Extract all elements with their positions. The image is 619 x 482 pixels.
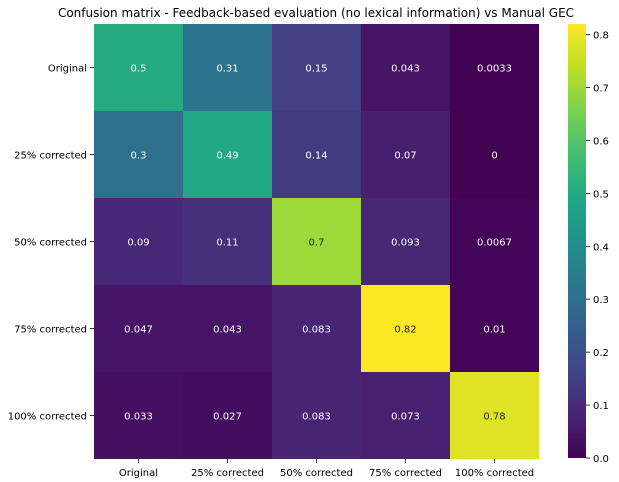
cell-value-label: 0.3	[131, 151, 147, 162]
cell-value-label: 0.82	[394, 325, 416, 336]
row-tick-label: 25% corrected	[14, 151, 87, 162]
column-tick-label: 50% corrected	[280, 468, 353, 479]
cell-value-label: 0.083	[302, 412, 331, 423]
colorbar-tick-label: 0.6	[593, 136, 609, 147]
cell-value-label: 0.31	[216, 64, 238, 75]
column-tick-label: 100% corrected	[455, 468, 534, 479]
cell-value-label: 0.043	[391, 64, 420, 75]
row-tick-labels: Original 25% corrected 50% corrected 75% co…	[8, 64, 94, 423]
cell-value-label: 0.01	[483, 325, 505, 336]
cell-value-label: 0.027	[213, 412, 242, 423]
row-tick-label: 100% corrected	[8, 412, 87, 423]
row-tick-label: Original	[48, 64, 87, 75]
cell-value-label: 0.15	[305, 64, 327, 75]
cell-value-label: 0.07	[394, 151, 416, 162]
column-tick-labels: Original 25% corrected 50% corrected 75% co…	[119, 459, 534, 479]
cell-value-label: 0	[491, 151, 497, 162]
cell-value-label: 0.49	[216, 151, 238, 162]
cell-value-label: 0.78	[483, 412, 505, 423]
cell-value-label: 0.047	[124, 325, 153, 336]
row-tick-label: 75% corrected	[14, 325, 87, 336]
colorbar-tick-label: 0.1	[593, 401, 609, 412]
column-tick-label: Original	[119, 468, 158, 479]
heatmap-grid: 0.5 0.31 0.15 0.043 0.0033 0.3 0.49 0.14 0.07 0 0.…	[94, 24, 539, 459]
cell-value-label: 0.5	[131, 64, 147, 75]
colorbar-tick-label: 0.7	[593, 84, 609, 95]
cell-value-label: 0.073	[391, 412, 420, 423]
cell-value-label: 0.043	[213, 325, 242, 336]
colorbar-gradient	[568, 24, 586, 458]
colorbar-tick-label: 0.0	[593, 454, 609, 465]
cell-value-label: 0.11	[216, 238, 238, 249]
cell-value-label: 0.0067	[477, 238, 512, 249]
colorbar-tick-label: 0.5	[593, 189, 609, 200]
cell-value-label: 0.7	[309, 238, 325, 249]
cell-value-label: 0.14	[305, 151, 327, 162]
cell-value-label: 0.09	[127, 238, 149, 249]
cell-value-label: 0.0033	[477, 64, 512, 75]
colorbar-tick-label: 0.4	[593, 242, 609, 253]
column-tick-label: 25% corrected	[191, 468, 264, 479]
colorbar: 0.0 0.1 0.2 0.3 0.4 0.5 0.6 0.7 0.8	[568, 24, 609, 465]
colorbar-tick-label: 0.2	[593, 348, 609, 359]
colorbar-tick-label: 0.3	[593, 295, 609, 306]
row-tick-label: 50% corrected	[14, 238, 87, 249]
column-tick-label: 75% corrected	[369, 468, 442, 479]
cell-value-label: 0.083	[302, 325, 331, 336]
colorbar-tick-label: 0.8	[593, 31, 609, 42]
cell-value-label: 0.093	[391, 238, 420, 249]
chart-title: Confusion matrix - Feedback-based evalua…	[58, 6, 574, 20]
cell-value-label: 0.033	[124, 412, 153, 423]
